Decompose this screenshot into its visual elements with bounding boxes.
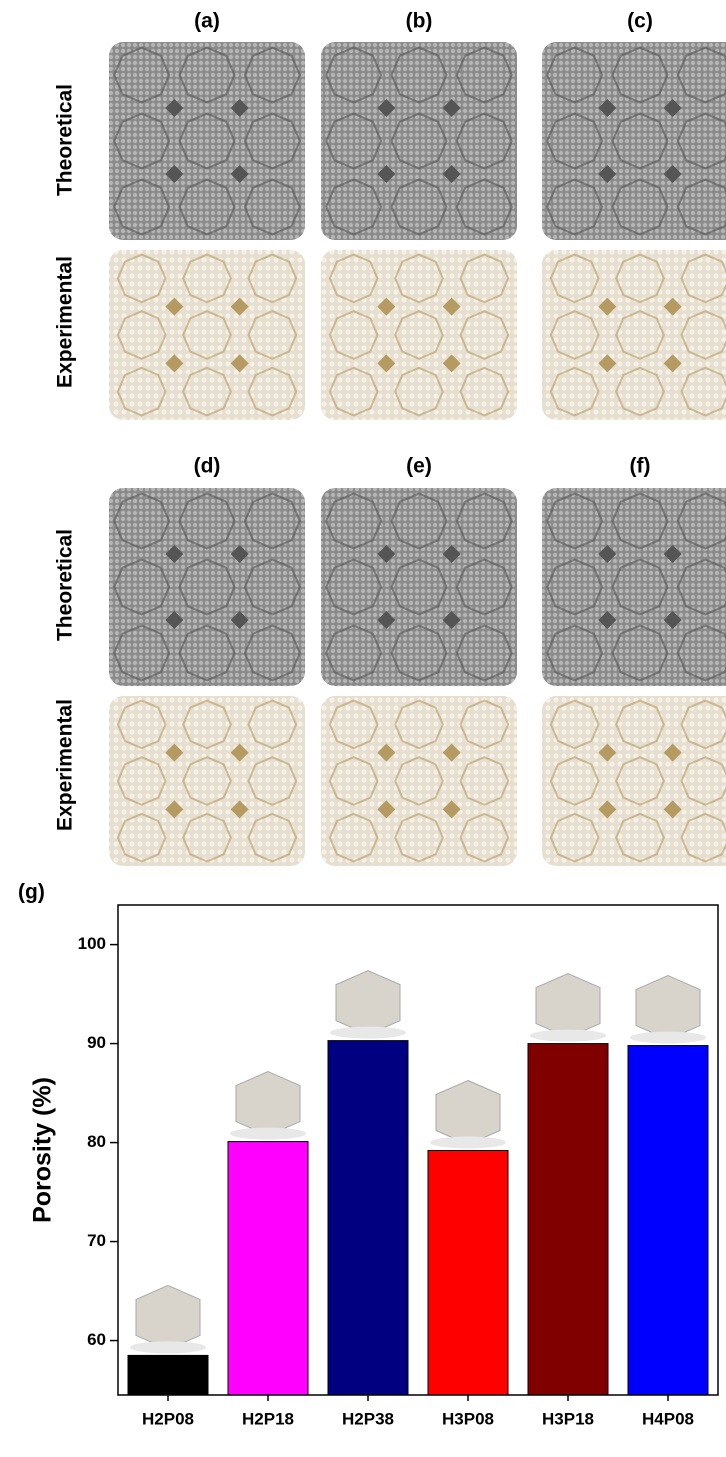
lattice-image <box>542 250 726 420</box>
lattice-image <box>321 42 517 240</box>
lattice-image <box>109 488 305 686</box>
cube-icon <box>436 1080 500 1144</box>
x-tick-label: H3P18 <box>542 1409 594 1428</box>
bar <box>628 1046 708 1395</box>
lattice-image <box>321 488 517 686</box>
lattice-image <box>542 696 726 866</box>
cube-icon <box>636 976 700 1040</box>
cube-icon <box>136 1285 200 1349</box>
cube-base <box>430 1136 506 1148</box>
cube-base <box>130 1341 206 1353</box>
panel-label: (b) <box>406 10 433 33</box>
y-tick-label: 70 <box>87 1231 106 1250</box>
lattice-image <box>109 42 305 240</box>
x-tick-label: H3P08 <box>442 1409 494 1428</box>
x-tick-label: H2P38 <box>342 1409 394 1428</box>
lattice-image <box>109 696 305 866</box>
panel-label: (f) <box>630 455 651 478</box>
cube-base <box>330 1027 406 1039</box>
bar <box>528 1044 608 1395</box>
cube-base <box>530 1030 606 1042</box>
bar <box>328 1041 408 1395</box>
panel-label: (d) <box>194 455 221 478</box>
lattice-image <box>109 250 305 420</box>
y-tick-label: 100 <box>78 934 106 953</box>
cube-icon <box>336 971 400 1035</box>
y-tick-label: 80 <box>87 1132 106 1151</box>
lattice-image <box>321 250 517 420</box>
row-label: Theoretical <box>54 84 77 196</box>
row-label: Experimental <box>54 256 77 388</box>
cube-base <box>230 1128 306 1140</box>
lattice-image <box>542 488 726 686</box>
panel-label: (e) <box>406 455 432 478</box>
lattice-image <box>321 696 517 866</box>
x-tick-label: H2P08 <box>142 1409 194 1428</box>
cube-base <box>630 1032 706 1044</box>
row-label: Theoretical <box>54 529 77 641</box>
y-tick-label: 90 <box>87 1033 106 1052</box>
bar <box>228 1142 308 1395</box>
panel-label: (g) <box>18 881 45 904</box>
panel-label: (c) <box>627 10 653 33</box>
figure: Theoretical Experimental Theoretical Exp… <box>0 0 726 1452</box>
y-axis-label: Porosity (%) <box>29 1077 57 1223</box>
cube-icon <box>536 974 600 1038</box>
panel-label: (a) <box>194 10 220 33</box>
x-tick-label: H2P18 <box>242 1409 294 1428</box>
cube-icon <box>236 1072 300 1136</box>
x-tick-label: H4P08 <box>642 1409 694 1428</box>
bar <box>428 1150 508 1395</box>
row-label: Experimental <box>54 699 77 831</box>
bar <box>128 1355 208 1395</box>
lattice-image <box>542 42 726 240</box>
y-tick-label: 60 <box>87 1330 106 1349</box>
